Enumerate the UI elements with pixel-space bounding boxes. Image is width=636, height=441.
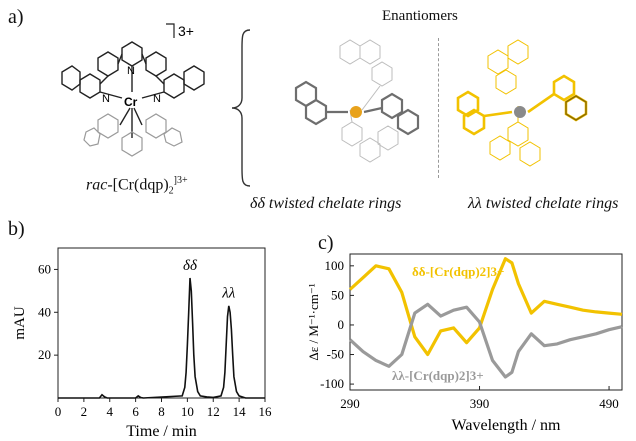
y-tick-label: 0 — [338, 317, 345, 332]
peak-label: δδ — [183, 258, 198, 274]
peak-label: λλ — [221, 286, 235, 302]
chromium-center-left — [350, 106, 362, 118]
y-tick-label: 20 — [38, 347, 51, 362]
chromatogram-trace — [58, 277, 265, 399]
chromium-center-right — [514, 106, 526, 118]
delta-delta-series-label: δδ-[Cr(dqp)2]3+ — [412, 264, 504, 279]
compound-name: -[Cr(dqp) — [107, 176, 169, 194]
y-axis-label: mAU — [12, 306, 28, 340]
x-tick-label: 490 — [599, 396, 619, 411]
x-axis-label: Time / min — [126, 423, 197, 440]
x-tick-label: 10 — [181, 404, 194, 419]
x-tick-label: 390 — [470, 396, 490, 411]
enantiomers-title: Enantiomers — [382, 8, 458, 24]
quinoline-ring-left-a — [79, 73, 101, 99]
x-tick-label: 8 — [158, 404, 165, 419]
y-axis-label: Δε / M⁻¹·cm⁻¹ — [306, 283, 321, 360]
compound-subscript: 2 — [168, 185, 174, 197]
quinoline-ring-bottom-left — [83, 127, 101, 147]
quinoline-ring-right-a — [163, 73, 185, 99]
x-tick-label: 2 — [81, 404, 88, 419]
x-tick-label: 12 — [207, 404, 220, 419]
delta-delta-model — [294, 39, 420, 163]
lambda-lambda-series-label: λλ-[Cr(dqp)2]3+ — [392, 368, 484, 383]
lambda-lambda-model — [456, 39, 588, 167]
complex-structure-drawing: 3+ Cr N N N — [61, 23, 205, 157]
lambda-lambda-trace — [348, 302, 623, 379]
pyridine-ring-top-right — [145, 51, 167, 77]
delta-delta-caption: δδ twisted chelate rings — [250, 195, 402, 212]
quinoline-ring-right-b — [183, 65, 205, 91]
nitrogen-label-top: N — [127, 65, 135, 77]
panel-b-label: b) — [8, 218, 25, 240]
plot-frame — [349, 253, 623, 391]
quinoline-ring-bottom-right — [163, 127, 183, 147]
x-tick-label: 290 — [340, 396, 360, 411]
enantiomer-divider — [438, 38, 439, 178]
y-tick-label: 60 — [38, 261, 51, 276]
x-tick-label: 16 — [259, 404, 273, 419]
panel-a-label: a) — [8, 6, 24, 28]
nitrogen-label-right: N — [153, 93, 161, 105]
compound-prefix: rac — [86, 176, 108, 194]
delta-delta-trace — [348, 257, 623, 357]
y-tick-label: 40 — [38, 304, 51, 319]
x-axis-label: Wavelength / nm — [452, 417, 561, 434]
pyridine-ring-top-left — [97, 51, 119, 77]
compound-caption: rac-[Cr(dqp)2]3+ — [86, 175, 188, 197]
x-tick-label: 4 — [107, 404, 114, 419]
x-tick-label: 14 — [233, 404, 247, 419]
chromium-atom-label: Cr — [124, 95, 138, 109]
x-tick-label: 6 — [132, 404, 139, 419]
pyridine-ring-bottom-left — [97, 113, 119, 139]
lambda-lambda-caption: λλ twisted chelate rings — [468, 195, 619, 212]
nitrogen-label-left: N — [102, 93, 110, 105]
y-tick-label: -50 — [327, 347, 344, 362]
panel-c-label: c) — [318, 232, 334, 254]
y-tick-label: 100 — [325, 258, 345, 273]
curly-brace — [231, 29, 251, 187]
compound-superscript: ]3+ — [173, 175, 188, 186]
hplc-chromatogram: 0 2 4 6 8 10 12 14 16 20 40 60 Time / min mAU δδ λλ — [12, 247, 273, 440]
x-tick-label: 0 — [55, 404, 62, 419]
y-tick-label: 50 — [331, 287, 344, 302]
charge-label: 3+ — [178, 23, 194, 39]
cd-spectrum: 290 390 490 -100 -50 0 50 100 Wavelength / nm Δε … — [306, 253, 623, 434]
y-tick-label: -100 — [320, 376, 344, 391]
quinoline-ring-left-b — [61, 65, 81, 91]
pyridine-ring-bottom-right — [145, 113, 167, 139]
pyridine-ring-top-center — [121, 41, 143, 67]
pyridine-ring-bottom-center — [121, 131, 143, 157]
